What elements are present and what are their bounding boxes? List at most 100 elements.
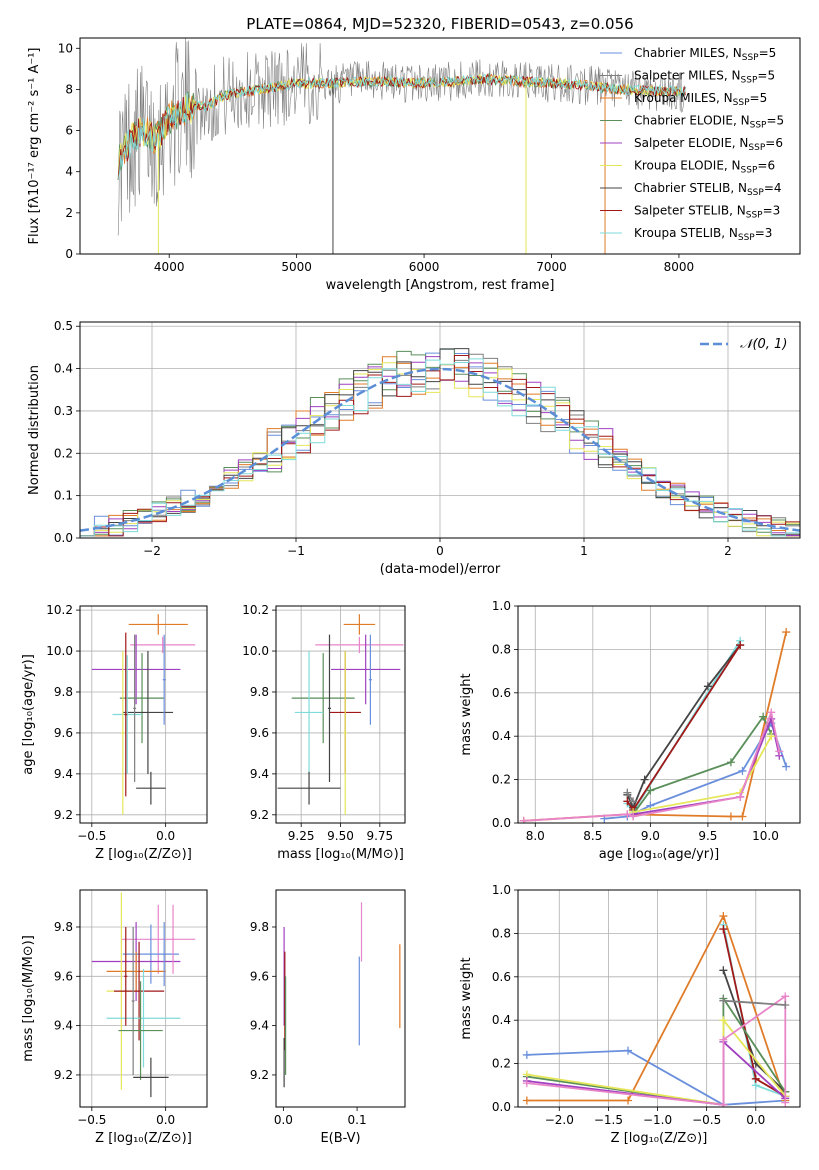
error-bar-point [368, 634, 372, 725]
y-tick-label: 10.2 [46, 603, 73, 617]
model-fit-line [117, 73, 686, 180]
legend-label-sub: SSP [746, 211, 763, 221]
plus-marker [623, 788, 632, 797]
error-bar-point [162, 634, 166, 725]
residual-histogram [80, 348, 800, 537]
mass-weight-series-line [526, 994, 787, 1106]
plot-area [283, 902, 401, 1088]
y-tick-label: 9.6 [54, 969, 73, 983]
y-tick-label: 0.0 [492, 816, 511, 830]
y-tick-label: 1.0 [492, 883, 511, 897]
plot-area [117, 38, 686, 254]
plus-marker [719, 1016, 728, 1025]
legend-label-main: Chabrier MILES, N [634, 46, 742, 60]
x-tick-label: 7000 [536, 260, 567, 274]
legend-label-suffix: =5 [766, 114, 784, 128]
y-tick-label: 0.6 [492, 686, 511, 700]
y-tick-label: 9.8 [250, 920, 269, 934]
plus-marker [719, 966, 728, 975]
error-bar-point [331, 634, 401, 705]
error-bar-point [124, 632, 128, 797]
y-tick-label: 9.6 [54, 726, 73, 740]
axes-frame [517, 889, 801, 1108]
mass-weight-series-line [723, 999, 786, 1006]
mass-weight-series-line [526, 913, 787, 1102]
plus-marker [781, 1098, 790, 1107]
mass-vs-ebv-axes: 0.0 0.1 9.2 9.4 9.6 9.8 E(B-V) [250, 889, 406, 1146]
x-tick-label: 10.0 [752, 829, 779, 843]
normal-distribution-curve [80, 367, 800, 532]
plus-marker [736, 641, 745, 650]
y-tick-label: 9.2 [250, 808, 269, 822]
plus-marker [759, 712, 768, 721]
plot-area [91, 614, 196, 815]
x-tick-label: 9.50 [327, 829, 354, 843]
plus-marker [522, 1050, 531, 1059]
legend-label: Chabrier ELODIE, NSSP=5 [634, 114, 784, 131]
y-axis-label: mass [log₁₀(M/M⊙)] [21, 935, 36, 1062]
legend-label-main: Kroupa STELIB, N [634, 226, 738, 240]
y-tick-label: 9.8 [250, 685, 269, 699]
x-tick-label: 0 [436, 544, 444, 558]
legend-label-suffix: =5 [750, 91, 768, 105]
plus-marker [738, 766, 747, 775]
x-tick-label: 8.0 [526, 829, 545, 843]
y-tick-label: 0.0 [54, 531, 73, 545]
y-tick-label: 10 [58, 41, 73, 55]
plus-marker [782, 628, 791, 637]
axes-frame [275, 605, 406, 824]
x-tick-label: 0.0 [156, 829, 175, 843]
axes-frame [79, 605, 208, 824]
y-tick-label: 0.2 [492, 1057, 511, 1071]
legend-label-sub: SSP [747, 188, 764, 198]
y-tick-label: 0.4 [492, 729, 511, 743]
plus-marker [640, 775, 649, 784]
legend-label-sub: SSP [742, 53, 759, 63]
y-tick-label: 10.0 [46, 644, 73, 658]
x-tick-label: 5000 [281, 260, 312, 274]
x-axis-label: wavelength [Angstrom, rest frame] [326, 278, 555, 293]
observed-spectrum-line [117, 38, 686, 236]
x-tick-label: −1.0 [643, 1113, 672, 1127]
error-bar-point [294, 651, 324, 774]
x-tick-label: 8.5 [583, 829, 602, 843]
y-axis-label: mass weight [459, 673, 474, 755]
mass-weight-series-line [632, 715, 781, 816]
x-tick-label: 0.0 [274, 1113, 293, 1127]
axes-frame [275, 889, 406, 1108]
spectrum-axes: 4000 5000 6000 7000 8000 0 2 4 6 8 10 wavelength [A… [27, 37, 801, 293]
axes-frame [79, 889, 208, 1108]
legend-label: Salpeter ELODIE, NSSP=6 [634, 136, 783, 153]
x-tick-label: 9.0 [641, 829, 660, 843]
x-tick-label: −2 [143, 544, 161, 558]
error-bar-point [121, 904, 196, 974]
mass-weight-series-line [626, 792, 634, 802]
x-tick-label: 9.75 [366, 829, 393, 843]
legend-label: 𝒩(0, 1) [740, 337, 787, 352]
plus-marker [719, 1035, 728, 1044]
y-tick-label: 6 [65, 124, 73, 138]
y-tick-label: 9.6 [250, 726, 269, 740]
plus-marker [767, 732, 776, 741]
legend-label: Chabrier STELIB, NSSP=4 [634, 181, 782, 198]
x-axis-label: Z [log₁₀(Z/Z⊙)] [611, 1131, 708, 1146]
error-bar-point [122, 924, 179, 984]
legend-label-suffix: =4 [764, 181, 782, 195]
x-tick-label: 0.0 [156, 1113, 175, 1127]
error-bar-point [315, 636, 404, 654]
error-bar-point [91, 634, 181, 705]
error-bar-point [133, 1057, 169, 1098]
error-bar-point [131, 926, 135, 1075]
plot-area [519, 628, 791, 823]
plus-marker [767, 708, 776, 717]
y-tick-label: 0.4 [492, 1013, 511, 1027]
plus-marker [719, 1100, 728, 1107]
x-axis-label: mass [log₁₀(M/M⊙)] [277, 847, 404, 862]
plus-marker [522, 1079, 531, 1088]
y-tick-label: 10.0 [242, 644, 269, 658]
x-tick-label: −0.5 [692, 1113, 721, 1127]
error-bar-point [130, 636, 196, 654]
plus-marker [629, 797, 638, 806]
y-tick-label: 9.4 [250, 767, 269, 781]
y-tick-label: 9.2 [250, 1068, 269, 1082]
